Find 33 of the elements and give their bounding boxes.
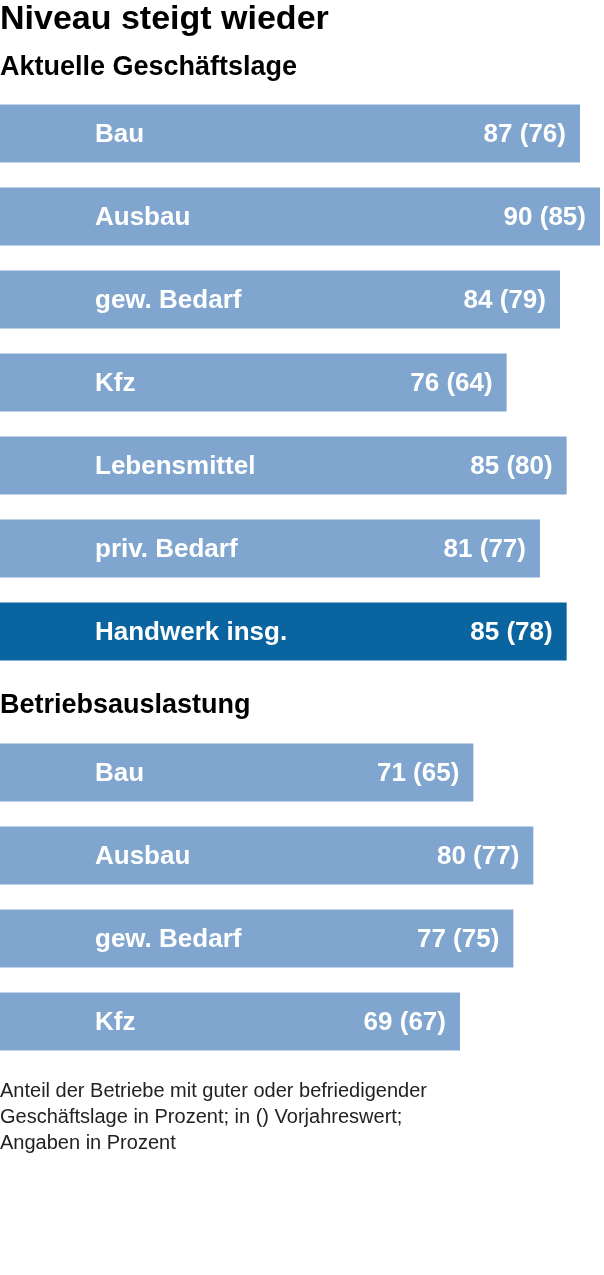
data-label: 71 (65): [376, 756, 460, 787]
category-label: Bau: [95, 117, 145, 148]
data-label: 84 (79): [463, 283, 546, 314]
category-label: Lebensmittel: [95, 449, 256, 480]
data-label: 85 (80): [470, 449, 553, 480]
bar: [0, 104, 580, 163]
data-label: 81 (77): [443, 532, 526, 563]
bar: [0, 436, 567, 495]
text: Anteil der Betriebe mit guter oder befriedigender Geschäftslage in Prozent; in () Vorjahreswert; Angaben in Prozent: [0, 1079, 428, 1153]
bar: [0, 519, 540, 578]
category-label: priv. Bedarf: [95, 532, 238, 563]
data-label: 77 (75): [416, 922, 500, 953]
category-label: gew. Bedarf: [95, 283, 242, 314]
chart-subtitle: Aktuelle Geschäftslage: [0, 51, 298, 81]
chart-title: Betriebsauslastung: [0, 689, 251, 719]
category-label: Ausbau: [95, 200, 191, 231]
category-label: Ausbau: [95, 839, 191, 870]
data-label: 87 (76): [483, 117, 566, 148]
chart-title: Niveau steigt wieder: [0, 0, 329, 36]
category-label: Bau: [95, 756, 145, 787]
bar: [0, 602, 567, 661]
bar: [0, 270, 560, 329]
category-label: gew. Bedarf: [95, 922, 242, 953]
bar: [0, 353, 507, 412]
category-label: Kfz: [95, 1005, 136, 1036]
category-label: Kfz: [95, 366, 136, 397]
data-label: 76 (64): [410, 366, 493, 397]
data-label: 90 (85): [503, 200, 586, 231]
category-label: Handwerk insg.: [95, 615, 288, 646]
bar: [0, 187, 600, 246]
data-label: 85 (78): [470, 615, 553, 646]
data-label: 80 (77): [436, 839, 520, 870]
data-label: 69 (67): [363, 1005, 446, 1036]
